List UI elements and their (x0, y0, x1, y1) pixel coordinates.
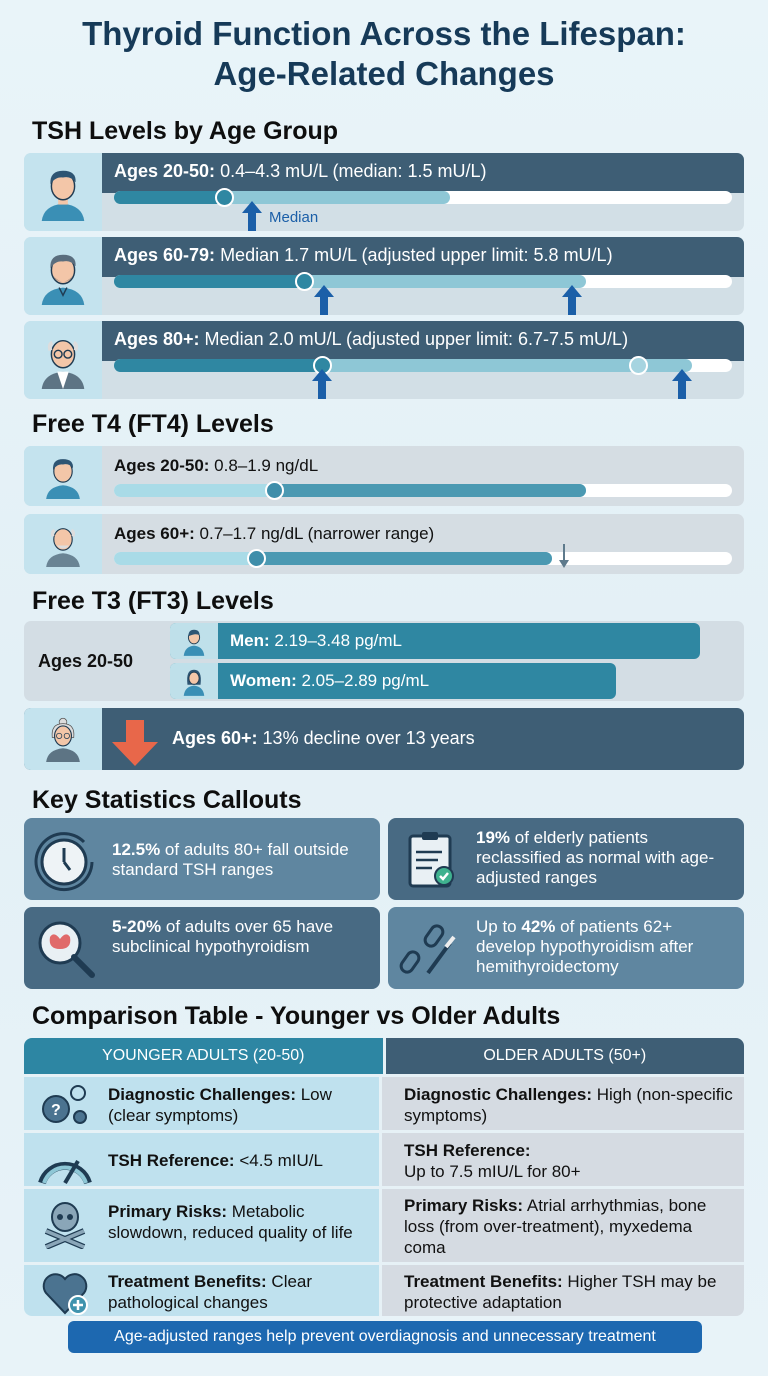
stat-card-5-20: 5-20% of adults over 65 have subclinical… (24, 907, 380, 989)
footer-note: Age-adjusted ranges help prevent overdia… (68, 1321, 702, 1353)
median-label: Median (269, 209, 319, 226)
ft4-row-20-50: Ages 20-50: 0.8–1.9 ng/dL (24, 446, 744, 506)
clipboard-check-icon (408, 832, 454, 888)
svg-text:?: ? (51, 1102, 61, 1119)
tsh-row-80-plus: Ages 80+: Median 2.0 mU/L (adjusted uppe… (24, 321, 744, 399)
ft3-older-row: Ages 60+: 13% decline over 13 years (24, 708, 744, 770)
table-heading: Comparison Table - Younger vs Older Adul… (32, 1002, 561, 1030)
median-arrow-icon (242, 201, 262, 231)
elderly-man-avatar (24, 514, 102, 574)
tsh-row-60-79: Ages 60-79: Median 1.7 mU/L (adjusted up… (24, 237, 744, 315)
lower-adjusted-marker (629, 356, 648, 375)
median-marker (295, 272, 314, 291)
median-arrow-icon (312, 369, 332, 399)
magnifier-thyroid-icon (38, 921, 95, 978)
ft3-men-row: Men: 2.19–3.48 pg/mL (170, 623, 700, 659)
ft3-young-group: Ages 20-50 Men: 2.19–3.48 pg/mL Women: 2… (24, 621, 744, 701)
range-bar (114, 481, 732, 500)
tsh-row-20-50: Ages 20-50: 0.4–4.3 mU/L (median: 1.5 mU… (24, 153, 744, 231)
upper-limit-arrow-icon (672, 369, 692, 399)
decline-arrow-icon (112, 720, 158, 766)
page-title: Thyroid Function Across the Lifespan: Ag… (82, 15, 686, 92)
middle-aged-man-avatar (24, 237, 102, 315)
ft3-young-label: Ages 20-50 (38, 651, 134, 671)
table-row: ? Diagnostic Challenges: Low (clear symp… (24, 1074, 744, 1130)
gears-question-icon: ? (42, 1085, 87, 1124)
young-man-avatar (24, 446, 102, 506)
skull-crossbones-icon (44, 1202, 86, 1249)
col-younger: YOUNGER ADULTS (20-50) (24, 1038, 386, 1074)
table-row: Treatment Benefits: Clear pathological c… (24, 1262, 744, 1316)
median-arrow-icon (314, 285, 334, 315)
tsh-label: Ages 60-79: Median 1.7 mU/L (adjusted up… (114, 245, 613, 265)
table-row: TSH Reference: <4.5 mIU/L TSH Reference:… (24, 1130, 744, 1186)
elderly-man-avatar (24, 321, 102, 399)
tsh-label: Ages 20-50: 0.4–4.3 mU/L (median: 1.5 mU… (114, 161, 487, 181)
ft4-heading: Free T4 (FT4) Levels (32, 410, 274, 438)
narrowing-down-arrow-icon (559, 544, 569, 568)
range-marker (247, 549, 266, 568)
ft3-heading: Free T3 (FT3) Levels (32, 587, 274, 615)
stat-card-42: Up to 42% of patients 62+ develop hypoth… (388, 907, 744, 989)
man-avatar (170, 623, 218, 659)
ft4-label: Ages 60+: 0.7–1.7 ng/dL (narrower range) (114, 524, 435, 543)
range-bar (114, 356, 732, 375)
col-older: OLDER ADULTS (50+) (385, 1038, 744, 1074)
table-header: YOUNGER ADULTS (20-50) OLDER ADULTS (50+… (24, 1038, 744, 1074)
table-row: Primary Risks: Metabolic slowdown, reduc… (24, 1186, 744, 1262)
ft3-women-row: Women: 2.05–2.89 pg/mL (170, 663, 616, 699)
young-man-avatar (24, 153, 102, 231)
range-bar (114, 549, 732, 568)
stat-card-12-5: 12.5% of adults 80+ fall outside standar… (24, 818, 380, 900)
ft3-older-label: Ages 60+: 13% decline over 13 years (172, 728, 475, 748)
ft4-label: Ages 20-50: 0.8–1.9 ng/dL (114, 456, 319, 475)
range-bar (114, 272, 732, 291)
tsh-heading: TSH Levels by Age Group (32, 117, 339, 145)
ft4-row-60-plus: Ages 60+: 0.7–1.7 ng/dL (narrower range) (24, 514, 744, 574)
stats-heading: Key Statistics Callouts (32, 786, 302, 814)
clock-icon (34, 832, 94, 892)
broken-chain-scalpel-icon (399, 924, 456, 975)
range-bar (114, 188, 732, 207)
median-marker (215, 188, 234, 207)
elderly-woman-avatar (24, 708, 102, 770)
comparison-table: YOUNGER ADULTS (20-50) OLDER ADULTS (50+… (24, 1038, 744, 1316)
upper-limit-arrow-icon (562, 285, 582, 315)
heart-plus-icon (42, 1273, 88, 1315)
stat-card-19: 19% of elderly patients reclassified as … (388, 818, 744, 900)
woman-avatar (170, 663, 218, 699)
tsh-label: Ages 80+: Median 2.0 mU/L (adjusted uppe… (114, 329, 629, 349)
gauge-icon (38, 1159, 92, 1185)
range-marker (265, 481, 284, 500)
